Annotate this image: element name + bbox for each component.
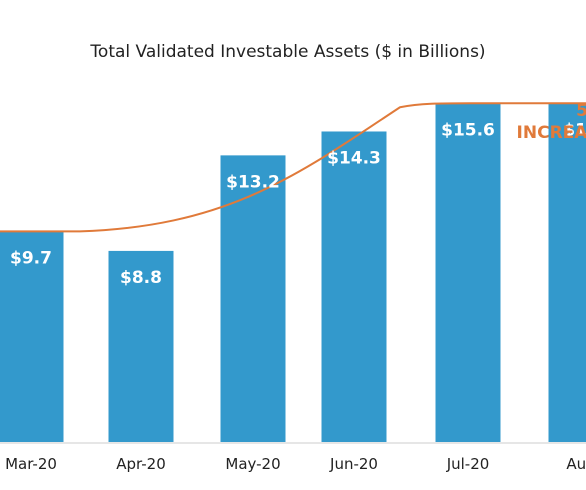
- x-tick-label-aug: Aug: [566, 455, 586, 473]
- trend-curve: [0, 102, 586, 233]
- bar-jul-20: [435, 103, 501, 442]
- chart-title: Total Validated Investable Assets ($ in …: [89, 42, 485, 62]
- value-label-jul-20: $15.6: [441, 120, 495, 140]
- annotation-line-1: 5: [576, 101, 586, 121]
- annotation-line-2: INCREA: [517, 123, 586, 143]
- value-label-may-20: $13.2: [226, 172, 280, 192]
- x-axis-ticks-group: Mar-20 Apr-20 May-20 Jun-20 Jul-20 Aug: [5, 455, 586, 473]
- x-tick-label-jul-20: Jul-20: [446, 455, 490, 473]
- value-label-mar-20: $9.7: [10, 248, 52, 268]
- value-label-aug: $15: [563, 120, 586, 140]
- x-tick-label-may-20: May-20: [225, 455, 280, 473]
- bar-aug: [548, 103, 586, 442]
- bar-mar-20: [0, 231, 64, 442]
- bar-jun-20: [321, 131, 387, 442]
- x-tick-label-apr-20: Apr-20: [116, 455, 166, 473]
- bars-group: [0, 103, 586, 442]
- value-label-apr-20: $8.8: [120, 268, 162, 288]
- x-tick-label-mar-20: Mar-20: [5, 455, 57, 473]
- bar-apr-20: [108, 250, 174, 442]
- x-tick-label-jun-20: Jun-20: [329, 455, 378, 473]
- value-label-jun-20: $14.3: [327, 148, 381, 168]
- value-labels-group: $9.7 $8.8 $13.2 $14.3 $15.6 $15: [10, 120, 586, 288]
- bar-may-20: [220, 155, 286, 442]
